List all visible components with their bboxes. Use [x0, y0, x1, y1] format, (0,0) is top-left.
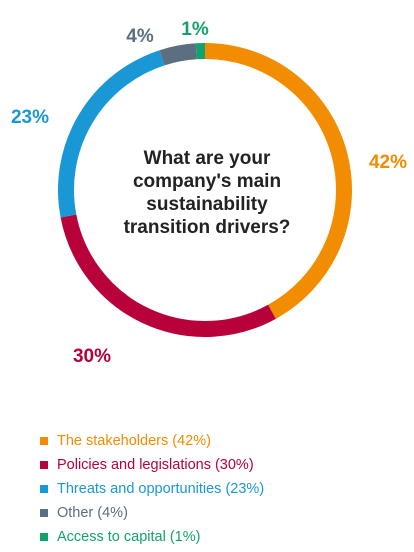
legend-item-3: Threats and opportunities (23%) — [40, 477, 264, 501]
legend-label: The stakeholders (42%) — [57, 433, 211, 449]
legend-item-4: Other (4%) — [40, 501, 264, 525]
legend-swatch-icon — [40, 461, 48, 469]
slice-label-2: 30% — [73, 346, 111, 367]
legend-swatch-icon — [40, 485, 48, 493]
legend-item-2: Policies and legislations (30%) — [40, 453, 264, 477]
legend-item-5: Access to capital (1%) — [40, 525, 264, 549]
legend-swatch-icon — [40, 437, 48, 445]
chart-legend: The stakeholders (42%) Policies and legis… — [40, 429, 264, 549]
legend-swatch-icon — [40, 509, 48, 517]
donut-slice-4 — [159, 43, 197, 66]
slice-label-1: 42% — [369, 152, 407, 173]
chart-title: What are your company's main sustainabil… — [123, 148, 291, 238]
slice-label-4: 4% — [126, 26, 154, 47]
slice-label-5: 1% — [181, 19, 209, 40]
legend-label: Access to capital (1%) — [57, 529, 201, 545]
donut-slice-2 — [60, 214, 276, 337]
donut-slice-3 — [58, 50, 165, 218]
legend-label: Policies and legislations (30%) — [57, 457, 254, 473]
donut-slice-1 — [204, 43, 352, 319]
legend-label: Other (4%) — [57, 505, 128, 521]
legend-item-1: The stakeholders (42%) — [40, 429, 264, 453]
legend-swatch-icon — [40, 533, 48, 541]
legend-label: Threats and opportunities (23%) — [57, 481, 265, 497]
slice-label-3: 23% — [11, 107, 49, 128]
